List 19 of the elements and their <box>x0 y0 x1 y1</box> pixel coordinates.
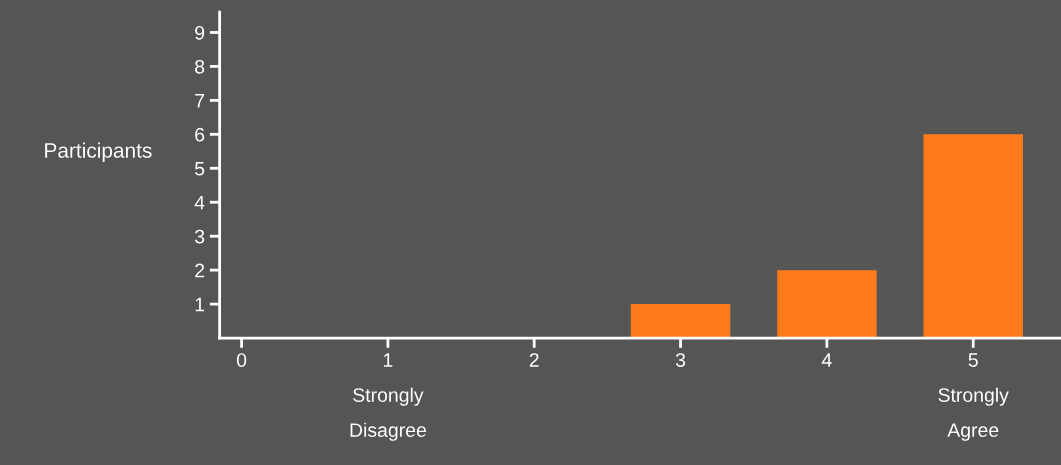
x-tick-label: 1 Strongly Disagree <box>350 353 426 441</box>
x-tick-label: 5 Strongly Agree <box>938 353 1009 441</box>
y-tick-label: 5 <box>195 161 205 176</box>
y-tick-label: 4 <box>194 195 205 210</box>
y-tick-label: 7 <box>195 94 205 108</box>
x-tick-label: 3 <box>675 353 686 367</box>
y-tick-label: 2 <box>195 263 205 278</box>
y-tick-label: 8 <box>195 59 205 74</box>
y-tick-label: 6 <box>195 127 205 142</box>
y-tick-label: 1 <box>195 297 205 312</box>
x-tick-label: 0 <box>236 353 247 367</box>
y-tick-label: 3 <box>194 229 205 244</box>
bar <box>630 304 731 339</box>
bar <box>777 270 877 339</box>
x-tick-label: 4 <box>821 353 832 367</box>
bar <box>923 134 1023 339</box>
y-axis-title: Participants <box>45 142 152 162</box>
y-tick-label: 9 <box>195 25 205 40</box>
x-tick-label: 2 <box>529 353 539 367</box>
